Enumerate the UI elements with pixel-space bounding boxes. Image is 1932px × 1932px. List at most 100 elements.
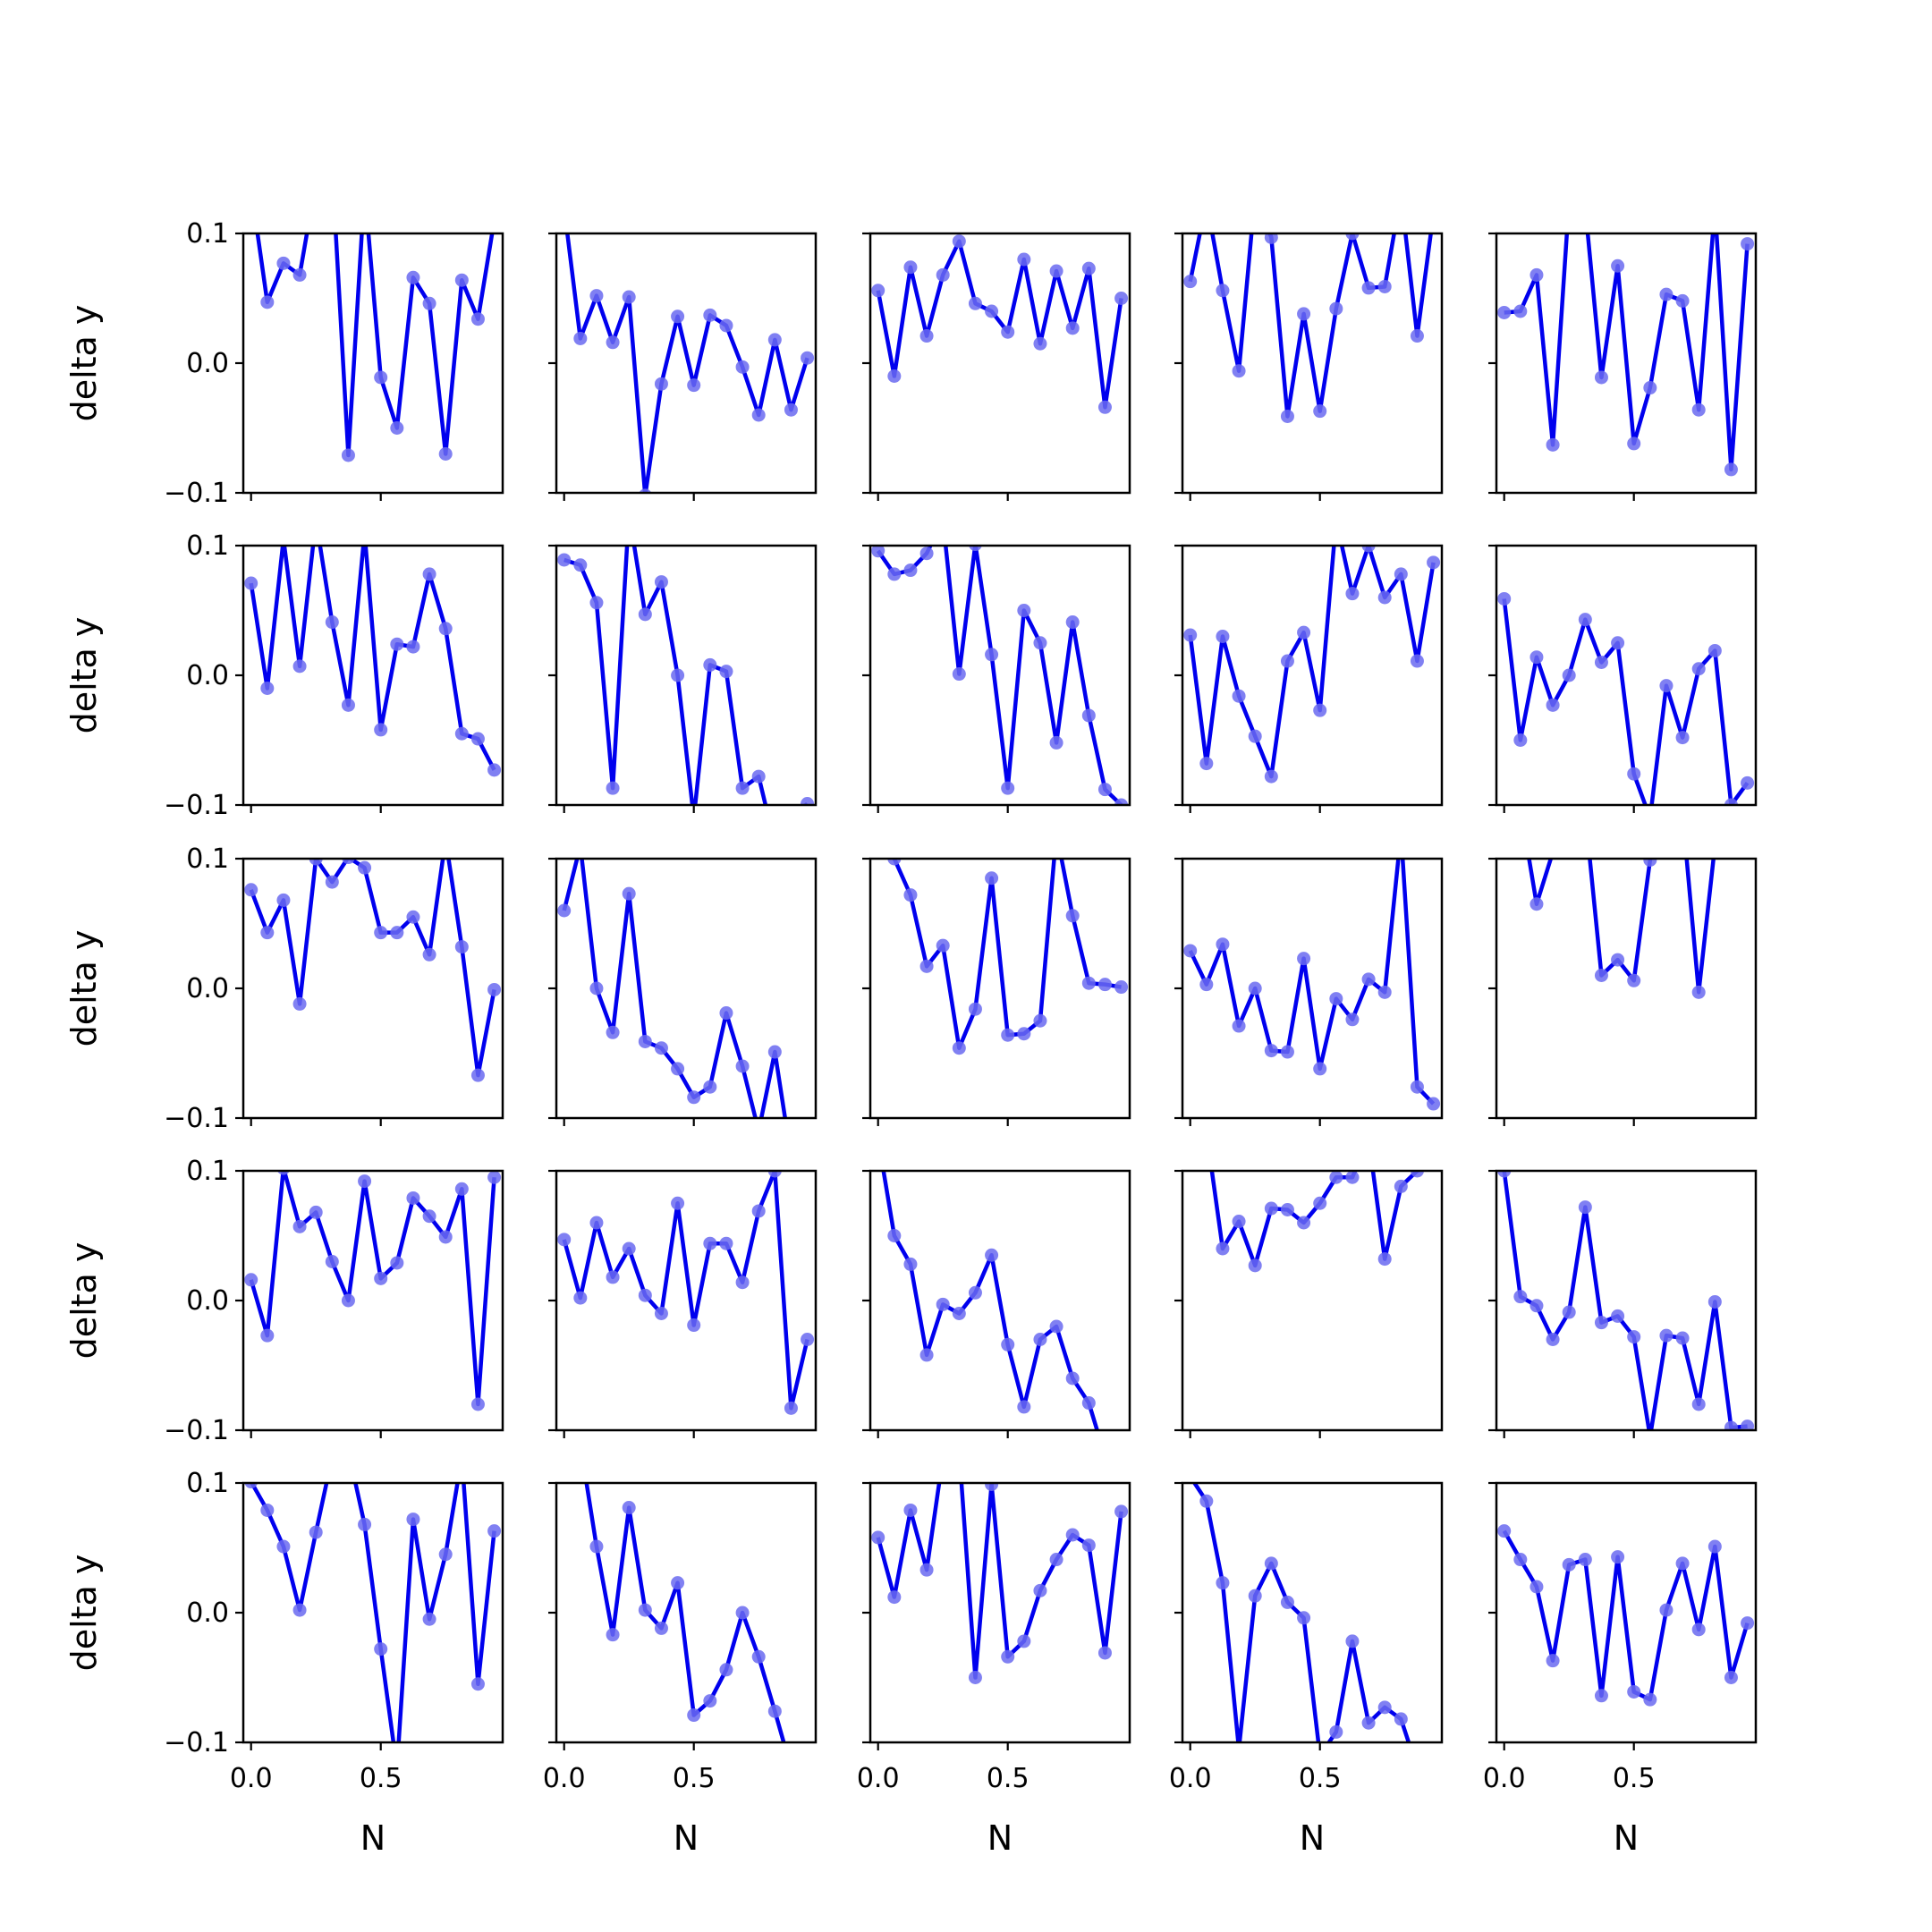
data-point	[1329, 513, 1343, 527]
data-point	[1563, 826, 1576, 840]
data-point	[1001, 1650, 1014, 1664]
data-point	[589, 596, 603, 609]
data-point	[390, 638, 403, 651]
data-point	[1098, 783, 1112, 796]
data-point	[1611, 1309, 1624, 1323]
data-point	[1530, 650, 1543, 664]
subplot-5-3: 0.0 0.5 N	[857, 1444, 1130, 1858]
data-point	[557, 1233, 571, 1246]
data-point	[1345, 587, 1359, 600]
subplot-4-3	[862, 1131, 1130, 1470]
series-line	[878, 833, 1122, 1048]
data-point	[1497, 1524, 1511, 1538]
subplot-4-2	[548, 1165, 816, 1439]
x-tick-label: 0.0	[1483, 1763, 1526, 1794]
axes-frame	[243, 1483, 503, 1742]
data-point	[1313, 404, 1326, 418]
data-point	[1050, 265, 1063, 278]
series-line	[1191, 833, 1434, 1104]
data-point	[1741, 813, 1754, 826]
data-point	[1066, 1529, 1080, 1542]
y-tick-label: 0.0	[186, 1285, 229, 1317]
y-tick-label: 0.1	[186, 1156, 229, 1187]
data-point	[557, 904, 571, 918]
data-point	[455, 1451, 469, 1464]
y-tick-label: 0.0	[186, 348, 229, 379]
data-point	[1513, 305, 1527, 318]
x-tick-label: 0.5	[673, 1763, 716, 1794]
data-point	[1297, 1611, 1310, 1624]
data-point	[260, 1504, 274, 1517]
data-point	[1114, 980, 1128, 994]
data-point	[1643, 1430, 1657, 1444]
data-point	[471, 1398, 485, 1411]
data-point	[1497, 306, 1511, 319]
data-point	[1216, 284, 1229, 297]
axes-frame	[243, 546, 503, 805]
data-point	[1362, 972, 1376, 986]
plot-area	[1183, 826, 1440, 1111]
y-tick-label: 0.0	[186, 660, 229, 691]
data-point	[1281, 1046, 1294, 1059]
data-point	[1114, 1456, 1128, 1470]
subplot-2-2	[548, 506, 816, 851]
subplot-2-5	[1488, 546, 1756, 825]
data-point	[1724, 1671, 1738, 1684]
subplot-3-2	[548, 839, 816, 1164]
x-axis-label: N	[987, 1818, 1013, 1858]
data-point	[471, 733, 485, 746]
x-tick-label: 0.0	[857, 1763, 900, 1794]
data-point	[406, 271, 419, 284]
data-point	[423, 1613, 436, 1626]
data-point	[953, 667, 966, 681]
data-point	[752, 1124, 766, 1138]
data-point	[1362, 1716, 1376, 1730]
data-point	[1033, 1014, 1046, 1028]
data-point	[487, 214, 501, 227]
data-point	[1546, 1333, 1560, 1346]
subplot-1-4	[1174, 188, 1442, 501]
data-point	[736, 1060, 750, 1073]
data-point	[1627, 1330, 1640, 1343]
data-point	[623, 506, 636, 520]
data-point	[244, 1273, 258, 1286]
data-point	[703, 658, 716, 672]
data-point	[1216, 1242, 1229, 1256]
data-point	[573, 558, 587, 572]
plot-area	[871, 513, 1128, 812]
series-line	[1191, 195, 1434, 417]
data-point	[1281, 1596, 1294, 1609]
data-point	[606, 335, 620, 349]
data-point	[573, 1437, 587, 1451]
data-point	[1546, 438, 1560, 452]
data-point	[1394, 567, 1408, 580]
data-point	[1233, 1742, 1246, 1756]
data-point	[1297, 307, 1310, 320]
data-point	[1563, 669, 1576, 682]
data-point	[1627, 436, 1640, 450]
data-point	[1017, 604, 1030, 617]
data-point	[326, 615, 339, 629]
data-point	[589, 1540, 603, 1554]
data-point	[903, 564, 917, 577]
y-tick-label: −0.1	[164, 478, 229, 509]
data-point	[1050, 826, 1063, 840]
data-point	[671, 669, 684, 682]
data-point	[1427, 1097, 1440, 1111]
data-point	[1659, 288, 1673, 301]
data-point	[1676, 1332, 1690, 1345]
plot-area	[1497, 592, 1754, 825]
data-point	[703, 1694, 716, 1707]
data-point	[439, 833, 453, 846]
plot-area	[557, 1165, 814, 1415]
data-point	[768, 1705, 782, 1718]
data-point	[655, 1622, 668, 1635]
data-point	[1595, 969, 1608, 982]
subplot-3-1: −0.10.00.1delta y	[64, 833, 503, 1134]
data-point	[801, 1775, 814, 1788]
data-point	[455, 727, 469, 741]
data-point	[1050, 736, 1063, 750]
x-tick-label: 0.5	[987, 1763, 1030, 1794]
data-point	[1082, 1396, 1096, 1410]
data-point	[358, 1174, 371, 1188]
